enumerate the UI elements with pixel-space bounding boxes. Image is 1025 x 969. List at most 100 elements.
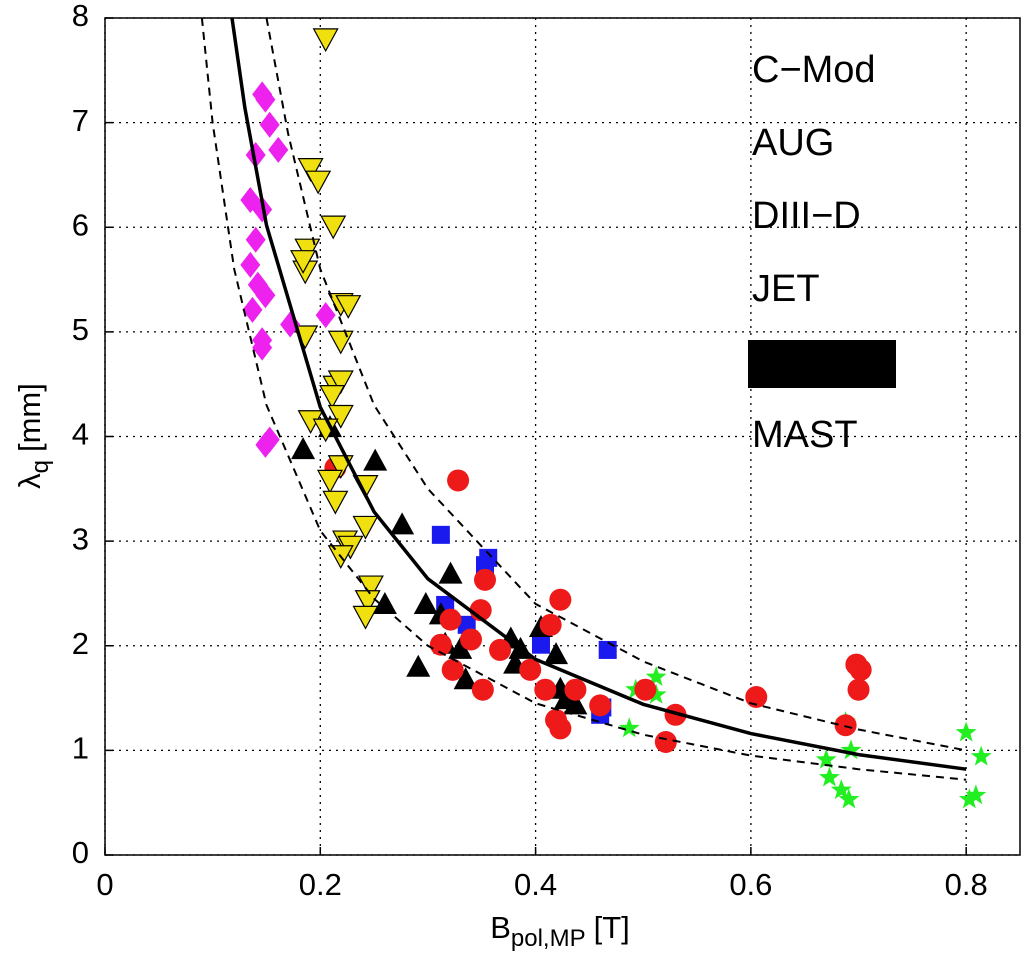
circle-marker (847, 678, 870, 701)
x-label-sub: pol,MP (511, 925, 586, 952)
down-triangle-marker (335, 295, 362, 319)
star-marker (955, 721, 977, 742)
circle-marker (460, 628, 482, 651)
circle-marker (429, 633, 452, 656)
fit-line (265, 18, 967, 752)
circle-marker (589, 694, 612, 717)
triangle-marker (406, 654, 431, 677)
circle-marker (441, 658, 464, 681)
star-marker (645, 683, 667, 704)
legend-box (748, 340, 896, 388)
star-marker (618, 717, 640, 738)
down-triangle-marker (297, 158, 324, 182)
legend-label: NSTX (752, 341, 853, 383)
fit-line (230, 18, 967, 771)
x-tick-label: 0 (96, 867, 113, 902)
circle-marker (834, 714, 857, 737)
diamond-marker (240, 251, 261, 278)
circle-marker (539, 613, 562, 636)
diamond-marker (259, 426, 280, 453)
diamond-marker (245, 226, 266, 253)
star-marker (815, 748, 837, 769)
circle-marker (654, 731, 677, 754)
y-tick-label: 2 (72, 626, 89, 661)
star-marker (958, 788, 980, 809)
y-tick-label: 0 (72, 835, 89, 870)
triangle-marker (413, 591, 438, 614)
square-marker (475, 556, 494, 575)
triangle-marker (372, 591, 397, 614)
triangle-marker (553, 687, 578, 710)
y-tick-label: 6 (72, 207, 89, 242)
down-triangle-marker (357, 575, 384, 600)
star-marker (838, 788, 860, 809)
down-triangle-marker (327, 370, 354, 395)
star-marker (840, 739, 862, 760)
diamond-marker (259, 111, 280, 138)
circle-marker (439, 608, 462, 631)
down-triangle-marker (312, 28, 339, 53)
y-tick-label: 4 (72, 417, 89, 452)
legend-label: AUG (752, 122, 834, 164)
y-label-main: λ (12, 473, 47, 489)
star-marker (965, 784, 987, 805)
x-axis-label: Bpol,MP [T] (490, 910, 630, 952)
down-triangle-marker (320, 215, 347, 240)
legend-label: DIII−D (752, 195, 861, 237)
diamond-marker (255, 282, 276, 309)
fit-line (200, 18, 967, 781)
x-label-main: B (490, 910, 511, 945)
y-tick-label: 5 (72, 312, 89, 347)
square-marker (531, 635, 550, 654)
triangle-marker (363, 448, 388, 471)
circle-marker (447, 469, 470, 492)
star-marker (819, 766, 840, 787)
x-tick-label: 0.8 (945, 867, 988, 902)
circle-marker (519, 658, 542, 681)
y-label-sub: q (27, 460, 54, 473)
triangle-marker (390, 512, 415, 535)
square-marker (598, 640, 617, 659)
circle-marker (534, 678, 557, 701)
circle-marker (564, 678, 587, 701)
diamond-marker (252, 81, 273, 108)
legend-label: MAST (752, 414, 858, 456)
diamond-marker (268, 136, 289, 163)
circle-marker (634, 678, 657, 701)
down-triangle-marker (322, 490, 349, 515)
down-triangle-marker (327, 330, 354, 355)
star-marker (830, 779, 852, 799)
x-tick-label: 0.2 (299, 867, 342, 902)
circle-marker (489, 638, 512, 661)
y-tick-label: 1 (72, 731, 89, 766)
triangle-marker (544, 642, 569, 665)
plot-area (200, 18, 992, 809)
x-tick-label: 0.4 (514, 867, 557, 902)
down-triangle-marker (319, 385, 346, 409)
y-axis-label: λq [mm] (12, 383, 54, 489)
down-triangle-marker (316, 469, 343, 494)
star-marker (645, 666, 667, 686)
triangle-marker (291, 437, 316, 460)
y-tick-label: 3 (72, 521, 89, 556)
circle-marker (471, 678, 494, 701)
triangle-marker (438, 561, 463, 584)
y-tick-label: 7 (72, 103, 89, 138)
y-tick-label: 8 (72, 0, 89, 33)
x-label-unit: [T] (594, 910, 630, 945)
y-label-unit: [mm] (12, 383, 47, 452)
plot-frame (104, 17, 1021, 856)
legend-label: C−Mod (752, 49, 876, 91)
triangle-marker (453, 667, 478, 690)
diamond-marker (315, 302, 336, 329)
down-triangle-marker (290, 250, 317, 274)
circle-marker (549, 588, 572, 611)
circle-marker (849, 658, 872, 681)
square-marker (431, 525, 450, 544)
circle-marker (473, 568, 496, 591)
star-marker (970, 745, 992, 766)
down-triangle-marker (327, 404, 354, 429)
legend-label: JET (752, 268, 820, 310)
